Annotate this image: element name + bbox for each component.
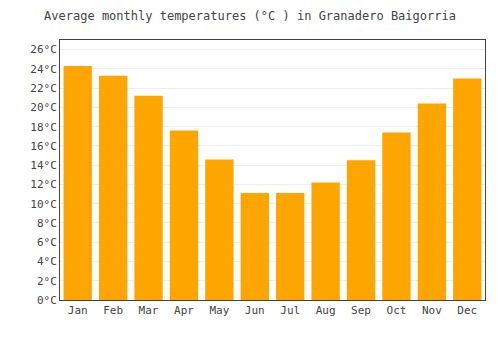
svg-text:Jan: Jan: [68, 304, 88, 317]
svg-text:Oct: Oct: [387, 304, 407, 317]
svg-text:26°C: 26°C: [30, 43, 57, 56]
svg-text:Nov: Nov: [422, 304, 442, 317]
svg-text:Average monthly temperatures (: Average monthly temperatures (°C ) in Gr…: [44, 9, 456, 23]
svg-text:6°C: 6°C: [37, 236, 57, 249]
svg-text:12°C: 12°C: [30, 178, 57, 191]
svg-text:Feb: Feb: [103, 304, 123, 317]
svg-text:2°C: 2°C: [37, 275, 57, 288]
svg-text:Aug: Aug: [316, 304, 336, 317]
svg-text:May: May: [209, 304, 229, 317]
svg-text:8°C: 8°C: [37, 217, 57, 230]
svg-text:Dec: Dec: [457, 304, 477, 317]
svg-text:Sep: Sep: [351, 304, 371, 317]
svg-text:10°C: 10°C: [30, 198, 57, 211]
svg-text:20°C: 20°C: [30, 101, 57, 114]
svg-text:22°C: 22°C: [30, 82, 57, 95]
svg-text:Mar: Mar: [139, 304, 159, 317]
svg-text:14°C: 14°C: [30, 159, 57, 172]
svg-text:0°C: 0°C: [37, 294, 57, 307]
svg-text:4°C: 4°C: [37, 255, 57, 268]
svg-text:18°C: 18°C: [30, 121, 57, 134]
svg-text:Jul: Jul: [280, 304, 300, 317]
svg-text:Jun: Jun: [245, 304, 265, 317]
svg-text:Apr: Apr: [174, 304, 194, 317]
svg-text:24°C: 24°C: [30, 63, 57, 76]
svg-text:16°C: 16°C: [30, 140, 57, 153]
